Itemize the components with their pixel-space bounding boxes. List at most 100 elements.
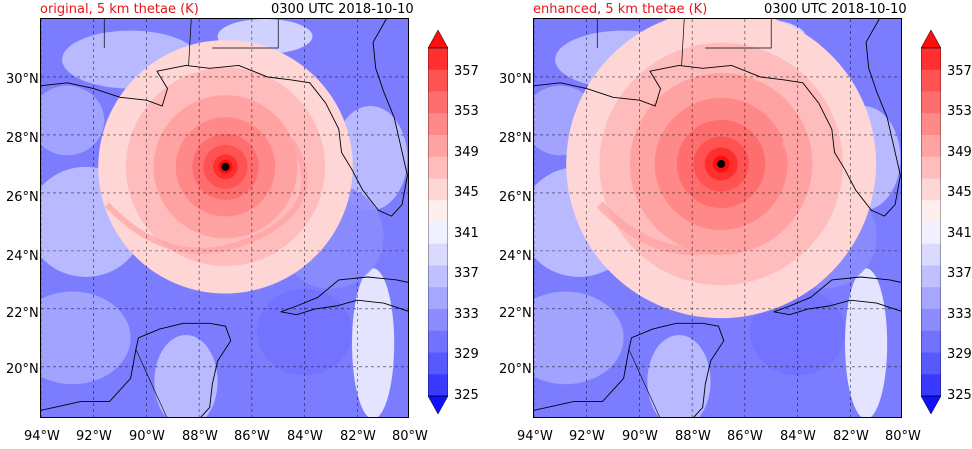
lon-label: 80°W (392, 429, 428, 444)
field-patch (41, 85, 105, 156)
lon-label: 88°W (182, 429, 218, 444)
lat-label: 28°N (6, 131, 39, 146)
field-patch (333, 105, 408, 211)
colorbar-segment (921, 69, 941, 92)
colorbar-segment (428, 309, 448, 332)
colorbar-label: 325 (454, 388, 479, 403)
colorbar-label: 341 (454, 226, 479, 241)
lon-label: 84°W (287, 429, 323, 444)
colorbar-segment (921, 178, 941, 201)
map-canvas-original (41, 19, 408, 417)
colorbar-segment (428, 48, 448, 71)
colorbar-segment (921, 265, 941, 288)
colorbar-segment (921, 374, 941, 397)
field-patch (41, 291, 131, 385)
lat-label: 30°N (6, 72, 39, 87)
colorbar-segment (428, 178, 448, 201)
panel-title: original, 5 km thetae (K) (40, 2, 199, 17)
panel-time: 0300 UTC 2018-10-10 (764, 2, 907, 17)
colorbar-frame (921, 47, 941, 397)
colorbar-segment (921, 309, 941, 332)
state-border (103, 19, 279, 66)
colorbar-segment (921, 113, 941, 136)
lat-label: 26°N (499, 190, 532, 205)
colorbar-label: 353 (947, 104, 972, 119)
lon-label: 84°W (780, 429, 816, 444)
colorbar-segment (428, 69, 448, 92)
coastline (534, 19, 901, 217)
colorbar-segment (428, 222, 448, 245)
field-patch (845, 268, 888, 417)
lon-label: 90°W (622, 429, 658, 444)
coastline (280, 299, 408, 316)
colorbar-segment (428, 200, 448, 223)
colorbar-label: 357 (947, 64, 972, 79)
map-canvas-enhanced (534, 19, 901, 417)
map-original (40, 18, 409, 418)
colorbar-enhanced (921, 30, 941, 414)
lon-label: 94°W (517, 429, 553, 444)
lat-label: 30°N (499, 72, 532, 87)
lat-label: 24°N (6, 249, 39, 264)
rainband (104, 139, 308, 254)
colorbar-label: 333 (454, 307, 479, 322)
colorbar-label: 357 (454, 64, 479, 79)
colorbar-label: 341 (947, 226, 972, 241)
hurricane-eye-marker (221, 162, 230, 171)
colorbar-label: 325 (947, 388, 972, 403)
colorbar-original (428, 30, 448, 414)
country-border (628, 349, 660, 417)
colorbar-label: 345 (454, 185, 479, 200)
country-border (135, 349, 167, 417)
rainband (596, 138, 802, 256)
field-patch (647, 334, 711, 417)
coastline (534, 322, 725, 417)
colorbar-segment (921, 330, 941, 353)
field-patch (534, 291, 624, 385)
lat-label: 22°N (499, 306, 532, 321)
colorbar-segment (921, 200, 941, 223)
coastline (773, 299, 901, 316)
panel-enhanced: enhanced, 5 km thetae (K) 0300 UTC 2018-… (493, 0, 972, 449)
colorbar-segment (921, 48, 941, 71)
colorbar-segment (921, 287, 941, 310)
colorbar-segment (921, 352, 941, 375)
colorbar-label: 345 (947, 185, 972, 200)
colorbar-segment (428, 135, 448, 158)
map-enhanced (533, 18, 902, 418)
lon-label: 92°W (569, 429, 605, 444)
coastline (773, 276, 901, 313)
lon-label: 94°W (24, 429, 60, 444)
colorbar-extend-min (428, 395, 448, 414)
colorbar-segment (921, 222, 941, 245)
panel-original: original, 5 km thetae (K) 0300 UTC 2018-… (0, 0, 480, 449)
colorbar-segment (428, 352, 448, 375)
lat-label: 20°N (6, 362, 39, 377)
colorbar-label: 329 (947, 347, 972, 362)
colorbar-label: 353 (454, 104, 479, 119)
colorbar-segment (428, 265, 448, 288)
field-patch (352, 268, 395, 417)
colorbar-label: 337 (454, 266, 479, 281)
colorbar-segment (428, 330, 448, 353)
colorbar-label: 333 (947, 307, 972, 322)
colorbar-segment (428, 156, 448, 179)
colorbar-segment (428, 287, 448, 310)
lon-label: 86°W (234, 429, 270, 444)
panel-title: enhanced, 5 km thetae (K) (533, 2, 708, 17)
colorbar-segment (428, 113, 448, 136)
colorbar-extend-max (428, 30, 448, 49)
lon-label: 92°W (76, 429, 112, 444)
lon-label: 82°W (340, 429, 376, 444)
colorbar-label: 349 (454, 145, 479, 160)
colorbar-segment (921, 243, 941, 266)
coastline (41, 322, 232, 417)
colorbar-label: 349 (947, 145, 972, 160)
lon-label: 86°W (727, 429, 763, 444)
lon-label: 88°W (675, 429, 711, 444)
lat-label: 20°N (499, 362, 532, 377)
state-border (596, 19, 772, 66)
colorbar-extend-max (921, 30, 941, 49)
coastline (280, 276, 408, 313)
lon-label: 90°W (129, 429, 165, 444)
